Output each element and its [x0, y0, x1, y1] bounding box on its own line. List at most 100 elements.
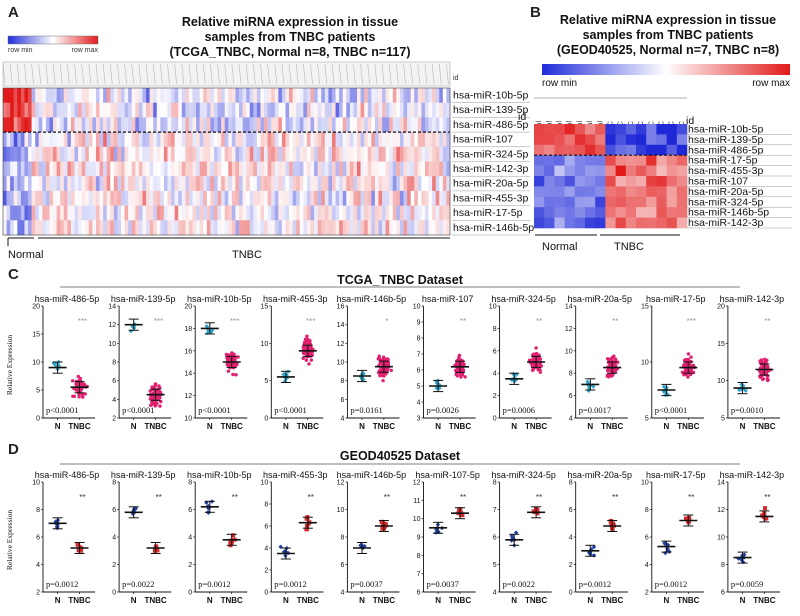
panel-a-header-label [45, 63, 49, 85]
panel-a-heat-cell [124, 117, 129, 133]
p-value-label: p=0.0161 [350, 405, 382, 415]
panel-b-heat-cell [636, 134, 647, 146]
y-tick-label: 4 [493, 590, 497, 597]
significance-marker: *** [78, 317, 87, 326]
panel-a-heat-cell [278, 176, 283, 192]
panel-a-heat-cell [328, 205, 333, 221]
data-point-tnbc [235, 362, 239, 366]
panel-a-heat-cell [181, 146, 186, 162]
panel-a-heat-cell [256, 220, 261, 236]
panel-a-heat-cell [331, 161, 336, 177]
data-point-normal [585, 379, 590, 384]
panel-a-heat-cell [38, 220, 43, 236]
data-point-tnbc [305, 334, 309, 338]
panel-a-heat-cell [378, 161, 383, 177]
panel-a-heat-cell [382, 161, 386, 177]
panel-a-heat-cell [396, 102, 401, 118]
x-tick-label: N [55, 596, 61, 605]
panel-a-heat-cell [346, 161, 351, 177]
panel-a-heat-cell [382, 176, 386, 192]
panel-a-heat-cell [60, 146, 65, 162]
data-point-tnbc [82, 383, 86, 387]
panel-a-heat-cell [371, 88, 376, 103]
panel-a-heat-cell [374, 190, 379, 206]
panel-a-heat-cell [278, 117, 283, 133]
data-point-normal [742, 552, 747, 557]
p-value-label: p=0.0017 [579, 405, 611, 415]
panel-b-id-label-left: id [518, 111, 526, 123]
panel-b-heat-cell [585, 207, 596, 218]
panel-a-heat-cell [224, 88, 229, 103]
panel-a-heat-cell [310, 190, 315, 206]
panel-a-heat-cell [324, 102, 329, 118]
panel-b-heat-cell [574, 155, 586, 166]
panel-a-heat-cell [17, 88, 22, 103]
panel-a-heat-cell [174, 88, 179, 103]
panel-a-header-label [138, 63, 142, 85]
panel-a-heat-cell [281, 88, 286, 103]
y-tick-label: 8 [188, 480, 192, 487]
panel-a-heat-cell [85, 88, 90, 103]
panel-a-header-label [203, 63, 206, 85]
p-value-label: p=0.0012 [198, 579, 230, 589]
data-point-tnbc [307, 362, 311, 366]
panel-a-heat-cell [442, 146, 447, 162]
panel-a-heat-cell [281, 146, 286, 162]
panel-a-heat-cell [271, 161, 276, 177]
panel-a-heat-cell [299, 117, 304, 133]
panel-a-heat-cell [374, 132, 379, 148]
panel-a-heat-cell [385, 117, 390, 133]
y-tick-label: 10 [32, 480, 40, 487]
panel-a-heat-cell [432, 190, 436, 206]
panel-a-heat-cell [353, 205, 358, 221]
panel-a-header-label [274, 63, 277, 85]
panel-a-heat-cell [367, 132, 372, 148]
data-point-tnbc [386, 360, 390, 365]
y-tick-label: 6 [569, 393, 573, 400]
y-tick-label: 8 [417, 336, 421, 343]
x-tick-label: N [207, 422, 213, 431]
panel-a-heat-cell [331, 176, 336, 192]
panel-b-heat-cell [625, 186, 637, 198]
significance-marker: *** [230, 317, 239, 326]
panel-a-heat-cell [271, 88, 276, 103]
panel-a-heat-cell [421, 88, 426, 103]
panel-a-header-label [303, 63, 306, 85]
panel-a-heat-cell [410, 146, 415, 162]
panel-a-heat-cell [171, 176, 175, 192]
panel-a-heat-cell [174, 176, 179, 192]
panel-a-heat-cell [167, 132, 172, 148]
panel-a-heat-cell [424, 205, 429, 221]
y-tick-label: 4 [493, 371, 497, 378]
panel-a-heat-cell [235, 220, 240, 236]
panel-a-heat-cell [92, 88, 97, 103]
panel-a-heat-cell [196, 220, 200, 236]
panel-a-heat-cell [121, 132, 125, 148]
y-tick-label: 20 [184, 304, 192, 311]
panel-a-heat-cell [360, 102, 365, 118]
panel-b-heat-cell [554, 176, 565, 187]
panel-a-heat-cell [306, 146, 311, 162]
panel-a-heat-cell [42, 146, 47, 162]
data-point-normal [590, 383, 595, 388]
panel-a-heat-cell [206, 146, 211, 162]
panel-a-heat-cell [296, 117, 301, 133]
y-tick-label: 10 [337, 507, 345, 514]
panel-a-heat-cell [414, 102, 419, 118]
data-point-tnbc [610, 374, 614, 378]
data-point-normal [591, 553, 597, 558]
panel-a-heat-cell [310, 161, 315, 177]
panel-a-heat-cell [24, 132, 29, 148]
panel-a-heat-cell [35, 117, 40, 133]
panel-b-heat-cell [676, 165, 688, 177]
data-point-tnbc [613, 357, 618, 361]
panel-a-heat-cell [378, 88, 383, 103]
panel-b-legend-min: row min [542, 78, 577, 89]
panel-a-heat-cell [181, 161, 186, 177]
panel-a-heat-cell [156, 161, 161, 177]
